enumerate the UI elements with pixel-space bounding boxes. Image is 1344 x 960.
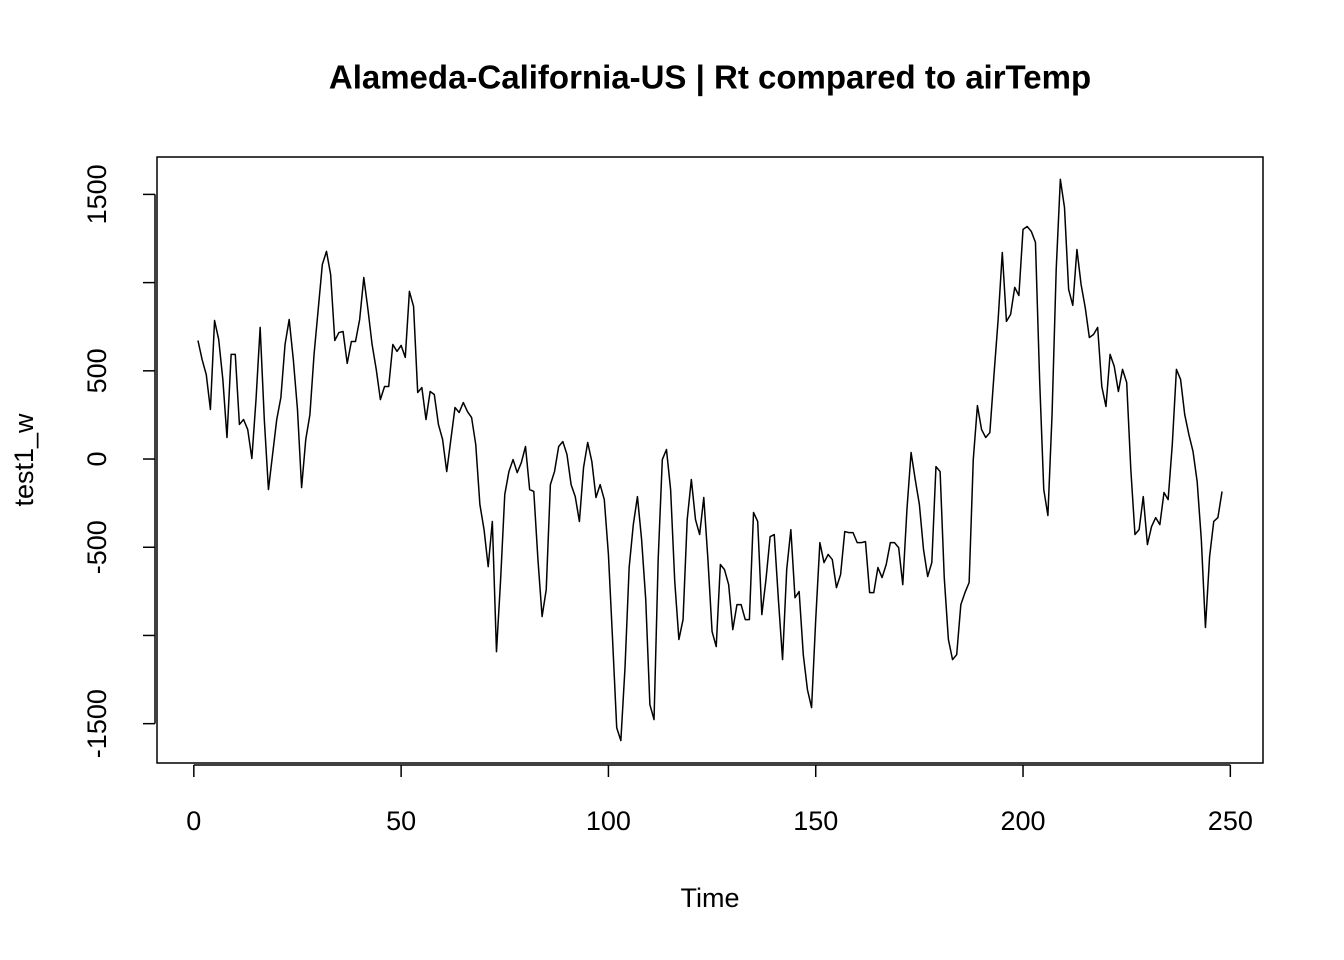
x-tick-label: 100 [586,806,631,836]
plot-box [156,156,1264,764]
x-tick-label: 250 [1208,806,1253,836]
x-axis-label: Time [681,883,740,913]
x-tick-label: 50 [386,806,416,836]
chart-title: Alameda-California-US | Rt compared to a… [329,59,1091,96]
x-tick-label: 0 [186,806,201,836]
y-tick-label: 500 [82,348,112,393]
y-tick-label: -500 [82,520,112,574]
data-line [197,178,1223,742]
y-tick-label: 0 [82,452,112,467]
y-tick-label: -1500 [82,689,112,758]
x-tick-label: 200 [1000,806,1045,836]
y-axis-label: test1_w [9,413,39,507]
x-tick-label: 150 [793,806,838,836]
y-tick-label: 1500 [82,164,112,224]
